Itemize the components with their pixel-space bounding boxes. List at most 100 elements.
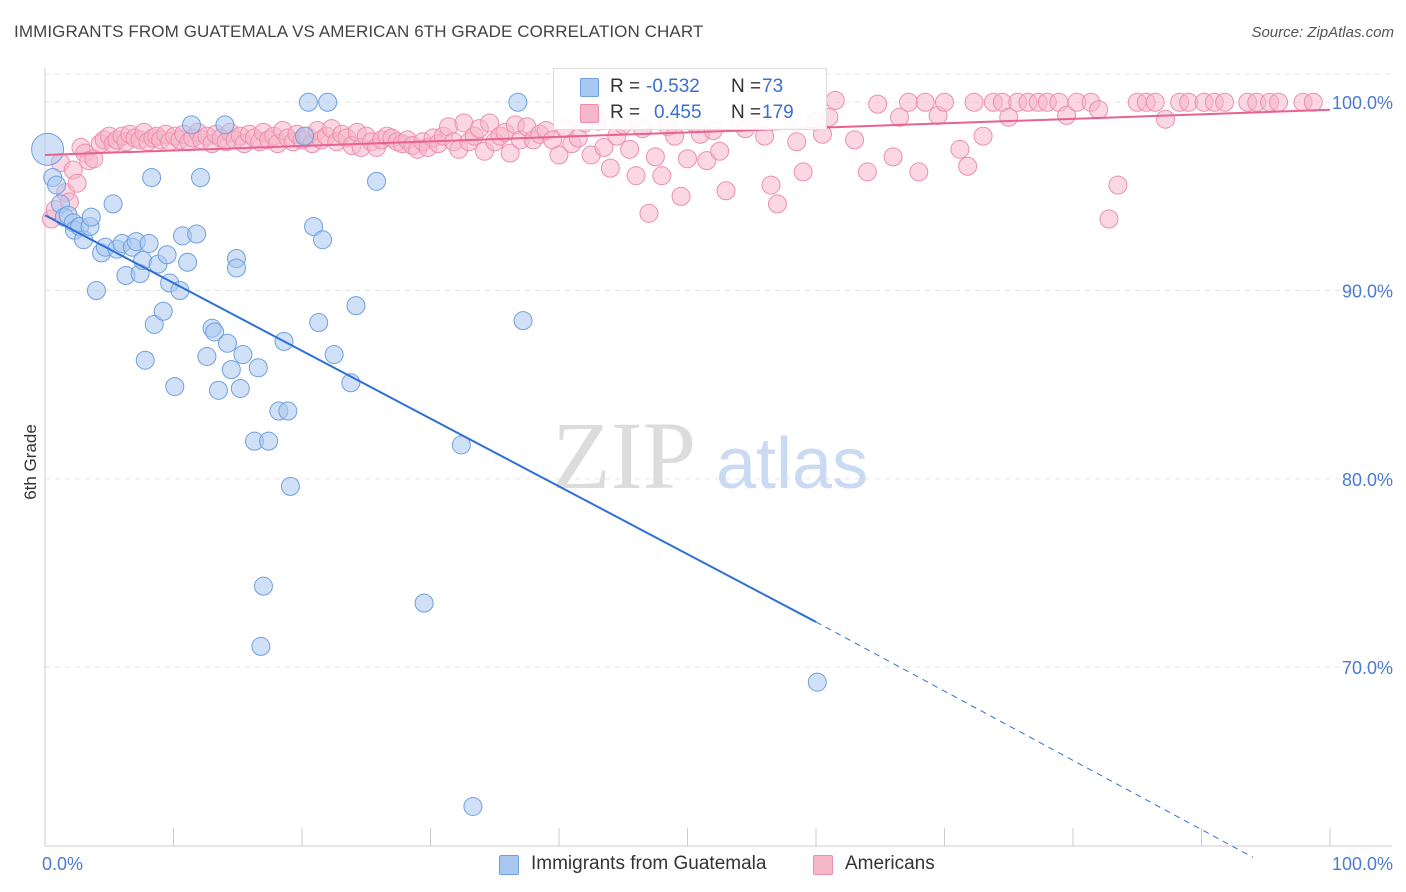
data-point-guatemala bbox=[414, 593, 434, 613]
data-point-americans bbox=[1156, 109, 1176, 129]
data-point-guatemala bbox=[135, 350, 155, 370]
data-point-americans bbox=[1099, 209, 1119, 229]
data-point-guatemala bbox=[190, 168, 210, 188]
r-value: -0.532 bbox=[646, 76, 700, 97]
data-point-americans bbox=[716, 181, 736, 201]
data-point-guatemala bbox=[217, 333, 237, 353]
data-point-americans bbox=[594, 137, 614, 157]
data-point-americans bbox=[697, 151, 717, 171]
y-tick-label: 100.0% bbox=[1332, 93, 1393, 113]
data-point-guatemala bbox=[205, 322, 225, 342]
data-point-guatemala bbox=[280, 476, 300, 496]
data-point-americans bbox=[1089, 100, 1109, 120]
data-point-americans bbox=[868, 94, 888, 114]
data-point-guatemala bbox=[304, 217, 324, 237]
r-value: 0.455 bbox=[654, 102, 702, 123]
stats-legend: R = -0.532 N = 73 R = 0.455 N = 179 bbox=[553, 68, 827, 130]
data-point-americans bbox=[639, 203, 659, 223]
data-point-guatemala bbox=[309, 313, 329, 333]
y-tick-label: 70.0% bbox=[1342, 658, 1393, 678]
data-point-americans bbox=[1303, 92, 1323, 112]
data-point-guatemala bbox=[251, 636, 271, 656]
data-point-guatemala bbox=[508, 92, 528, 112]
y-axis-title: 6th Grade bbox=[21, 424, 40, 500]
data-point-guatemala bbox=[139, 233, 159, 253]
n-label: N = bbox=[731, 102, 762, 123]
data-point-guatemala bbox=[86, 281, 106, 301]
data-point-americans bbox=[626, 166, 646, 186]
data-point-guatemala bbox=[367, 171, 387, 191]
data-point-americans bbox=[883, 147, 903, 167]
data-point-americans bbox=[500, 143, 520, 163]
data-point-guatemala bbox=[253, 576, 273, 596]
r-label: R = bbox=[610, 102, 641, 123]
data-point-guatemala bbox=[31, 132, 65, 166]
watermark-atlas: atlas bbox=[716, 424, 868, 504]
data-point-guatemala bbox=[47, 175, 67, 195]
data-point-guatemala bbox=[103, 194, 123, 214]
legend-label-americans: Americans bbox=[845, 853, 935, 874]
data-point-guatemala bbox=[318, 92, 338, 112]
data-point-guatemala bbox=[313, 230, 333, 250]
data-point-americans bbox=[825, 90, 845, 110]
data-point-guatemala bbox=[259, 431, 279, 451]
data-point-guatemala bbox=[513, 311, 533, 331]
trendline-guatemala-extension bbox=[815, 621, 1254, 858]
data-point-americans bbox=[958, 156, 978, 176]
data-point-americans bbox=[890, 107, 910, 127]
chart-title: IMMIGRANTS FROM GUATEMALA VS AMERICAN 6T… bbox=[14, 22, 704, 41]
data-point-guatemala bbox=[197, 346, 217, 366]
data-point-guatemala bbox=[278, 401, 298, 421]
data-point-americans bbox=[549, 145, 569, 165]
trendline-guatemala bbox=[44, 214, 817, 623]
data-point-americans bbox=[950, 139, 970, 159]
data-point-americans bbox=[710, 141, 730, 161]
x-tick-label-min: 0.0% bbox=[42, 854, 83, 874]
legend-swatch-guatemala bbox=[499, 855, 519, 875]
data-point-americans bbox=[767, 194, 787, 214]
data-point-americans bbox=[935, 92, 954, 112]
axes bbox=[44, 68, 1392, 847]
stats-row-guatemala: R = -0.532 N = 73 bbox=[554, 75, 826, 99]
data-point-guatemala bbox=[298, 92, 318, 112]
data-point-americans bbox=[671, 186, 691, 206]
data-point-americans bbox=[480, 113, 500, 133]
watermark-zip: ZIP bbox=[552, 402, 696, 509]
data-point-americans bbox=[793, 162, 813, 182]
data-point-americans bbox=[678, 149, 697, 169]
data-point-americans bbox=[973, 126, 993, 146]
x-tick-label-max: 100.0% bbox=[1332, 854, 1393, 874]
n-label: N = bbox=[731, 76, 762, 97]
data-point-guatemala bbox=[157, 245, 177, 265]
data-point-guatemala bbox=[233, 345, 253, 365]
data-point-americans bbox=[1215, 92, 1235, 112]
n-value: 179 bbox=[762, 102, 794, 123]
tick-labels: 100.0% 90.0% 80.0% 70.0% 0.0% 100.0% 6th Grade bbox=[21, 93, 1393, 874]
data-point-guatemala bbox=[178, 252, 198, 272]
data-point-guatemala bbox=[142, 168, 162, 188]
data-point-americans bbox=[915, 92, 935, 112]
legend-swatch-americans bbox=[813, 855, 833, 875]
data-point-americans bbox=[857, 162, 877, 182]
data-point-guatemala bbox=[226, 258, 246, 278]
data-point-guatemala bbox=[807, 672, 827, 692]
data-point-guatemala bbox=[165, 377, 185, 397]
data-point-americans bbox=[1269, 92, 1289, 112]
data-point-americans bbox=[909, 162, 929, 182]
data-point-americans bbox=[964, 92, 984, 112]
data-point-americans bbox=[1145, 92, 1165, 112]
y-tick-label: 90.0% bbox=[1342, 282, 1393, 302]
r-label: R = bbox=[610, 76, 641, 97]
data-point-americans bbox=[845, 130, 865, 150]
data-point-guatemala bbox=[215, 115, 235, 135]
data-point-americans bbox=[761, 175, 781, 195]
data-point-americans bbox=[787, 132, 807, 152]
data-point-americans bbox=[600, 158, 620, 178]
data-point-americans bbox=[652, 166, 672, 186]
series-guatemala-points bbox=[31, 92, 827, 816]
data-point-americans bbox=[899, 92, 919, 112]
data-point-guatemala bbox=[181, 115, 201, 135]
data-point-guatemala bbox=[346, 296, 366, 316]
series-legend: Immigrants from Guatemala Americans bbox=[0, 852, 1406, 878]
